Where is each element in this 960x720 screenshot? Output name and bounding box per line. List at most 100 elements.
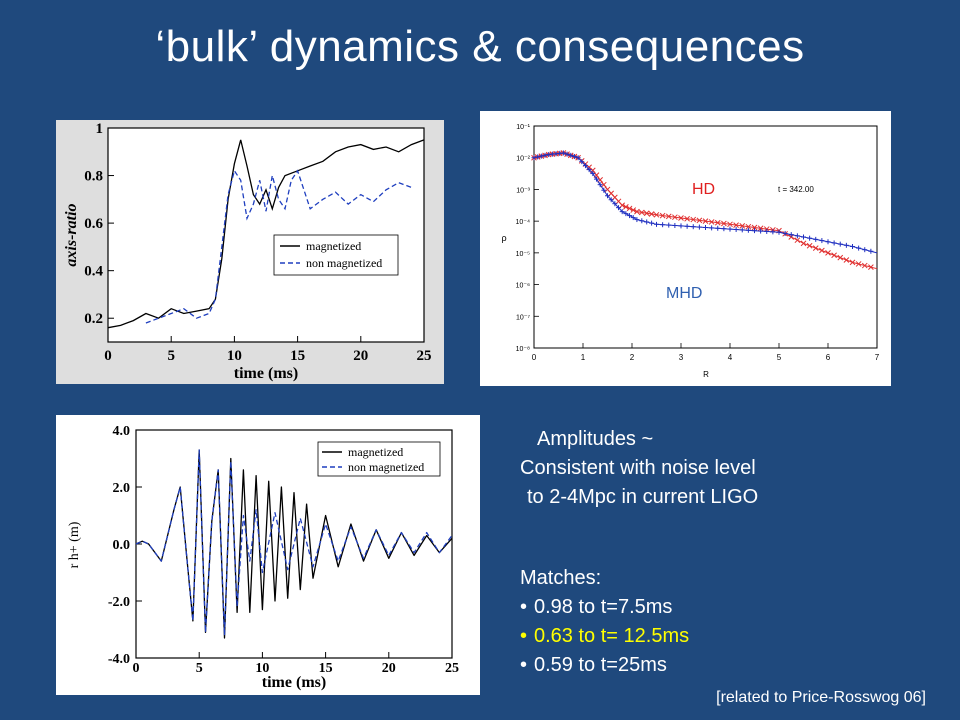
data-point-HD <box>855 261 862 267</box>
data-point-MHD <box>644 219 650 225</box>
axis-ratio-chart-panel: 0 5 10 15 20 25 0.2 0.4 0.6 0.8 1 magnetized non m… <box>56 120 444 384</box>
y-tick-label: 10⁻⁴ <box>516 219 531 226</box>
data-point-MHD <box>654 221 659 227</box>
amplitudes-line-2: Consistent with noise level <box>520 457 756 479</box>
data-point-MHD <box>758 228 764 234</box>
x-tick-label: 7 <box>875 353 880 362</box>
data-point-HD <box>643 210 650 217</box>
legend-label-non-magnetized: non magnetized <box>306 256 382 270</box>
y-tick-label: 10⁻⁷ <box>516 314 530 321</box>
data-point-MHD <box>586 167 592 173</box>
data-point-MHD <box>608 197 614 203</box>
data-point-HD <box>696 217 703 224</box>
axis-ratio-chart: 0 5 10 15 20 25 0.2 0.4 0.6 0.8 1 magnetized non m… <box>56 120 444 384</box>
data-point-MHD <box>782 230 788 236</box>
data-point-MHD <box>690 224 696 230</box>
data-point-MHD <box>672 223 678 229</box>
data-point-HD <box>619 202 626 209</box>
amplitudes-text: Amplitudes ~ Consistent with noise level… <box>520 425 840 512</box>
data-point-HD <box>714 219 721 226</box>
data-point-HD <box>634 208 640 215</box>
data-point-MHD <box>623 211 629 217</box>
data-point-HD <box>837 254 844 261</box>
data-point-HD <box>757 225 764 232</box>
data-point-MHD <box>542 152 548 158</box>
data-point-HD <box>708 219 715 225</box>
data-point-MHD <box>825 239 831 245</box>
amplitudes-line-1: Amplitudes ~ <box>537 428 654 450</box>
series-line-magnetized <box>135 449 453 639</box>
data-point-MHD <box>535 154 541 160</box>
data-point-HD <box>849 259 856 266</box>
x-tick-label: 15 <box>319 661 333 676</box>
data-point-HD <box>819 247 825 254</box>
data-point-MHD <box>709 225 715 231</box>
data-point-HD <box>659 212 666 219</box>
match-item-text: 0.98 to t=7.5ms <box>534 596 673 618</box>
data-point-MHD <box>601 187 607 193</box>
match-item: • 0.63 to t= 12.5ms <box>520 622 689 651</box>
data-point-MHD <box>538 153 544 159</box>
data-point-MHD <box>619 209 625 215</box>
y-tick-label: 10⁻² <box>516 156 530 163</box>
x-tick-label: 0 <box>133 661 140 676</box>
matches-list: Matches: • 0.98 to t=7.5ms • 0.63 to t= 12… <box>520 564 689 680</box>
data-point-HD <box>794 237 801 244</box>
data-point-MHD <box>868 248 874 254</box>
data-point-MHD <box>813 236 819 242</box>
x-axis-label: R <box>703 370 709 379</box>
x-tick-label: 5 <box>196 661 203 676</box>
data-point-MHD <box>807 235 813 241</box>
density-profile-chart-panel: 0 1 2 3 4 5 6 7 10⁻⁸ 10⁻⁷ 10⁻⁶ 10⁻⁵ 10⁻⁴ 10⁻³ 10⁻² 10⁻¹… <box>480 111 891 386</box>
data-point-MHD <box>843 242 849 248</box>
data-point-HD <box>623 204 629 210</box>
matches-heading: Matches: <box>520 567 602 589</box>
data-point-HD <box>638 209 645 216</box>
data-point-MHD <box>764 228 770 234</box>
data-point-MHD <box>666 222 672 228</box>
chart-legend: magnetized non magnetized <box>273 234 399 276</box>
data-point-MHD <box>684 223 690 229</box>
amplitudes-line-3: to 2-4Mpc in current LIGO <box>527 486 759 508</box>
data-point-HD <box>831 252 837 259</box>
data-point-MHD <box>696 224 702 230</box>
y-tick-label: 2.0 <box>113 481 131 496</box>
data-point-MHD <box>703 224 708 230</box>
match-item-text: 0.63 to t= 12.5ms <box>534 625 690 647</box>
data-point-HD <box>739 223 746 229</box>
x-tick-label: 20 <box>353 348 368 364</box>
y-tick-label: 0.8 <box>84 169 103 185</box>
x-tick-label: 20 <box>382 661 396 676</box>
data-point-MHD <box>649 220 655 226</box>
x-tick-label: 5 <box>777 353 782 362</box>
legend-label-magnetized: magnetized <box>306 239 361 253</box>
data-point-HD <box>843 257 850 263</box>
data-point-MHD <box>862 247 868 253</box>
data-point-MHD <box>739 227 745 233</box>
data-point-HD <box>648 211 655 217</box>
data-point-HD <box>672 214 678 221</box>
data-point-MHD <box>788 232 794 238</box>
data-point-HD <box>653 211 660 218</box>
legend-label-magnetized: magnetized <box>348 445 403 459</box>
waveform-chart: 0 5 10 15 20 25 -4.0 -2.0 0.0 2.0 4.0 magnetized n… <box>56 415 480 695</box>
data-point-MHD <box>564 151 570 157</box>
data-point-HD <box>684 215 690 222</box>
bullet-icon: • <box>520 654 528 676</box>
plot-area <box>533 125 878 349</box>
y-tick-label: 0.2 <box>84 311 103 327</box>
match-item: • 0.98 to t=7.5ms <box>520 593 689 622</box>
x-tick-label: 15 <box>290 348 305 364</box>
data-point-MHD <box>733 226 739 232</box>
data-point-HD <box>825 250 831 256</box>
data-point-HD <box>630 207 637 213</box>
y-tick-label: 4.0 <box>113 424 131 439</box>
time-annotation: t = 342.00 <box>778 185 814 194</box>
x-tick-label: 25 <box>417 348 432 364</box>
data-point-MHD <box>770 229 776 235</box>
data-point-HD <box>690 216 697 223</box>
data-point-MHD <box>752 228 757 234</box>
x-tick-label: 5 <box>167 348 175 364</box>
x-tick-label: 2 <box>630 353 635 362</box>
data-point-HD <box>868 264 874 270</box>
